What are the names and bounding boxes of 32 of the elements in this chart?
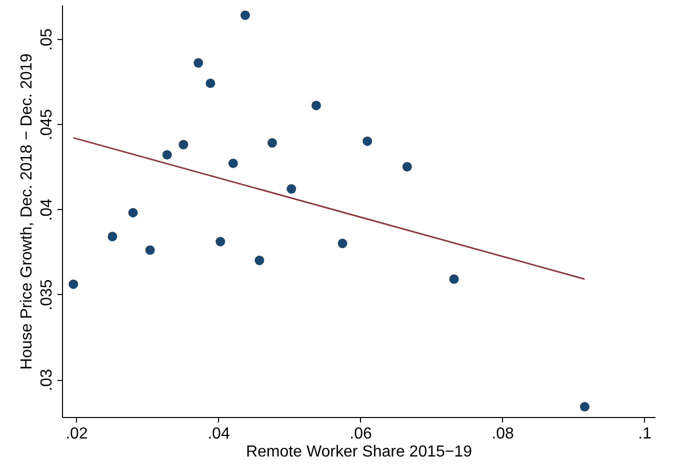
point [402, 162, 412, 172]
x-axis-title: Remote Worker Share 2015−19 [246, 444, 472, 460]
point [206, 78, 216, 88]
x-tick-label: .04 [208, 426, 230, 442]
x-tick-label: .1 [638, 426, 652, 442]
y-tick-label: .05 [38, 28, 56, 51]
point [580, 402, 590, 412]
point [228, 158, 238, 168]
point [449, 274, 459, 284]
point [194, 58, 204, 68]
point [162, 150, 172, 160]
point [286, 184, 296, 194]
x-tick-label: .06 [350, 426, 372, 442]
y-tick-label: .045 [38, 109, 56, 140]
point [254, 256, 264, 266]
y-axis-title: House Price Growth, Dec. 2018 − Dec. 2019 [18, 53, 36, 370]
point [216, 236, 226, 246]
y-tick-label: .035 [38, 279, 56, 310]
x-tick-label: .08 [492, 426, 514, 442]
point [128, 208, 138, 218]
point [240, 10, 250, 20]
point [362, 136, 372, 146]
y-tick-label: .04 [38, 198, 56, 221]
point [338, 238, 348, 248]
point [312, 100, 321, 110]
point [267, 138, 277, 148]
point [145, 245, 155, 255]
y-tick-label: .03 [38, 368, 56, 392]
point [178, 140, 188, 150]
point [68, 279, 78, 289]
point [108, 232, 118, 242]
x-tick-label: .02 [66, 426, 88, 442]
